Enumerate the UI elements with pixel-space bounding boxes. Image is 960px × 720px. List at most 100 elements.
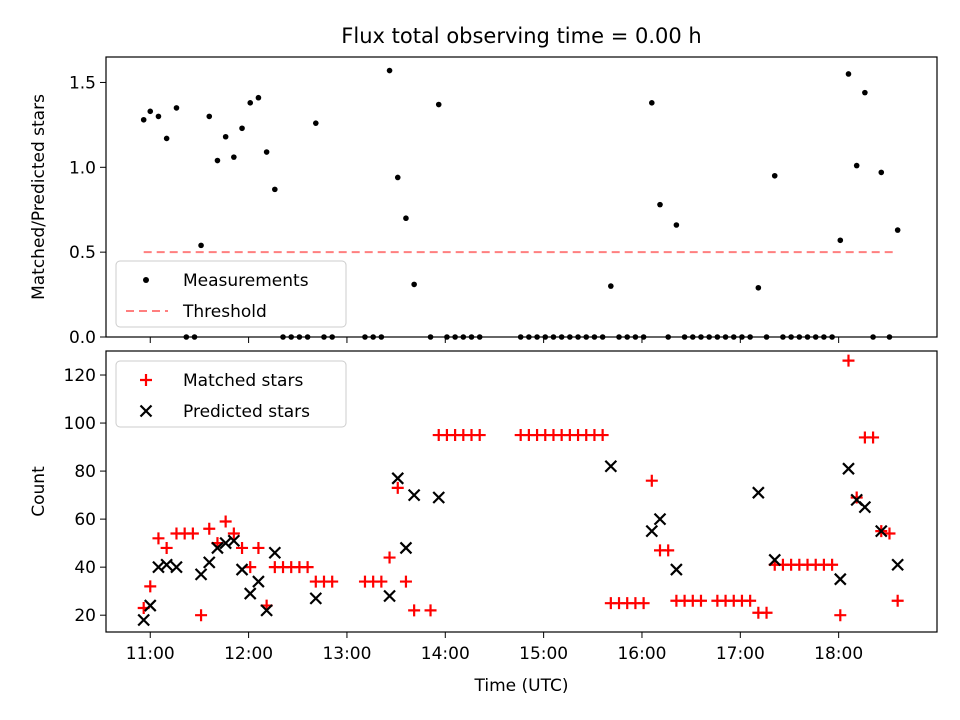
predicted-star-point bbox=[432, 491, 446, 504]
predicted-star-point bbox=[645, 524, 659, 538]
chart-title: Flux total observing time = 0.00 h bbox=[341, 24, 701, 48]
predicted-star-point bbox=[399, 541, 413, 555]
predicted-star-point bbox=[160, 558, 173, 572]
predicted-star-point bbox=[260, 604, 273, 617]
predicted-star-point bbox=[407, 488, 421, 502]
matched-star-point bbox=[850, 491, 863, 504]
x-tick-label: 18:00 bbox=[814, 644, 863, 664]
matched-star-point bbox=[883, 527, 896, 540]
matched-star-point bbox=[203, 522, 216, 535]
x-tick-label: 17:00 bbox=[716, 644, 765, 664]
count-y-tick-label: 20 bbox=[74, 606, 96, 626]
ratio-panel-ticks: 0.0 0.5 1.0 1.5 bbox=[69, 73, 840, 348]
measurement-point bbox=[435, 101, 442, 108]
measurement-point bbox=[394, 174, 401, 181]
measurement-point bbox=[247, 100, 254, 106]
x-axis-label: Time (UTC) bbox=[474, 676, 569, 696]
measurement-point bbox=[214, 157, 221, 164]
ratio-y-tick-label: 1.0 bbox=[69, 158, 96, 178]
x-tick-label: 16:00 bbox=[617, 644, 666, 664]
measurement-point bbox=[155, 113, 162, 120]
measurement-point bbox=[163, 135, 170, 142]
measurement-point bbox=[231, 154, 237, 160]
legend-cross-icon bbox=[139, 404, 153, 418]
predicted-star-point bbox=[842, 462, 855, 475]
predicted-star-point bbox=[202, 556, 216, 569]
matched-star-point bbox=[244, 561, 257, 574]
matched-star-point bbox=[252, 541, 265, 554]
predicted-star-point bbox=[211, 541, 224, 555]
legend-entry-label: Measurements bbox=[183, 271, 309, 291]
count-legend[interactable]: Matched stars Predicted stars bbox=[115, 360, 347, 428]
ratio-legend[interactable]: Measurements Threshold bbox=[115, 260, 347, 328]
legend-entry-label: Threshold bbox=[182, 302, 267, 322]
matched-star-point bbox=[383, 551, 396, 564]
matched-star-point bbox=[144, 580, 157, 593]
count-panel-series bbox=[137, 354, 904, 627]
count-y-tick-label: 120 bbox=[64, 366, 96, 386]
predicted-star-point bbox=[243, 587, 257, 600]
matched-star-point bbox=[842, 354, 855, 367]
matched-star-point bbox=[637, 597, 650, 610]
measurement-point bbox=[649, 100, 655, 106]
matched-star-point bbox=[596, 429, 609, 442]
count-panel: 11:00 12:00 13:00 14:00 15:00 16:00 17:00 18:00… bbox=[29, 350, 938, 696]
measurement-point bbox=[771, 172, 778, 179]
predicted-star-point bbox=[391, 472, 405, 485]
measurement-point bbox=[845, 71, 852, 77]
measurement-point bbox=[853, 162, 860, 169]
ratio-legend-box bbox=[115, 260, 347, 328]
measurement-point bbox=[255, 94, 262, 101]
count-panel-ticks: 11:00 12:00 13:00 14:00 15:00 16:00 17:00 18:00… bbox=[64, 366, 864, 664]
measurement-point bbox=[608, 283, 614, 289]
matched-star-point bbox=[186, 527, 199, 540]
predicted-star-point bbox=[670, 563, 683, 576]
count-y-tick-label: 80 bbox=[74, 462, 96, 482]
count-y-tick-label: 100 bbox=[64, 414, 96, 434]
predicted-star-point bbox=[653, 512, 667, 526]
predicted-star-point bbox=[874, 524, 888, 538]
predicted-star-point bbox=[891, 558, 904, 572]
measurement-point bbox=[312, 120, 319, 126]
matched-star-point bbox=[227, 527, 240, 540]
predicted-star-point bbox=[235, 563, 249, 576]
measurement-point bbox=[894, 227, 901, 233]
x-tick-label: 12:00 bbox=[224, 644, 273, 664]
measurement-point bbox=[403, 215, 409, 222]
ratio-y-tick-label: 1.5 bbox=[69, 73, 96, 93]
count-y-tick-label: 60 bbox=[74, 510, 96, 530]
predicted-star-point bbox=[170, 560, 183, 574]
matched-star-point bbox=[645, 474, 658, 487]
matched-star-point bbox=[744, 594, 757, 607]
matched-star-point bbox=[399, 575, 412, 588]
matched-star-point bbox=[152, 532, 165, 545]
matched-star-point bbox=[326, 575, 339, 588]
count-legend-box bbox=[115, 360, 347, 428]
count-y-tick-label: 40 bbox=[74, 558, 96, 578]
predicted-star-point bbox=[858, 500, 872, 514]
matched-star-point bbox=[891, 594, 904, 607]
ratio-y-tick-label: 0.0 bbox=[69, 328, 96, 348]
measurement-point bbox=[140, 116, 147, 123]
predicted-star-point bbox=[252, 575, 265, 588]
ratio-y-tick-label: 0.5 bbox=[69, 243, 96, 263]
measurement-point bbox=[263, 149, 270, 155]
matched-star-point bbox=[219, 515, 232, 528]
matched-star-point bbox=[391, 481, 404, 494]
measurement-point bbox=[147, 108, 154, 115]
measurement-point bbox=[878, 169, 885, 176]
legend-dot-icon bbox=[143, 277, 149, 283]
measurement-point bbox=[673, 222, 680, 228]
measurement-point bbox=[272, 186, 278, 193]
measurement-point bbox=[222, 133, 229, 140]
ratio-panel-frame bbox=[105, 56, 938, 338]
matched-star-point bbox=[301, 561, 314, 574]
legend-entry-label: Matched stars bbox=[183, 371, 303, 391]
x-tick-label: 11:00 bbox=[126, 644, 175, 664]
measurement-point bbox=[386, 67, 393, 74]
measurement-point bbox=[198, 242, 204, 249]
predicted-star-point bbox=[143, 599, 157, 612]
measurement-point bbox=[755, 284, 762, 291]
